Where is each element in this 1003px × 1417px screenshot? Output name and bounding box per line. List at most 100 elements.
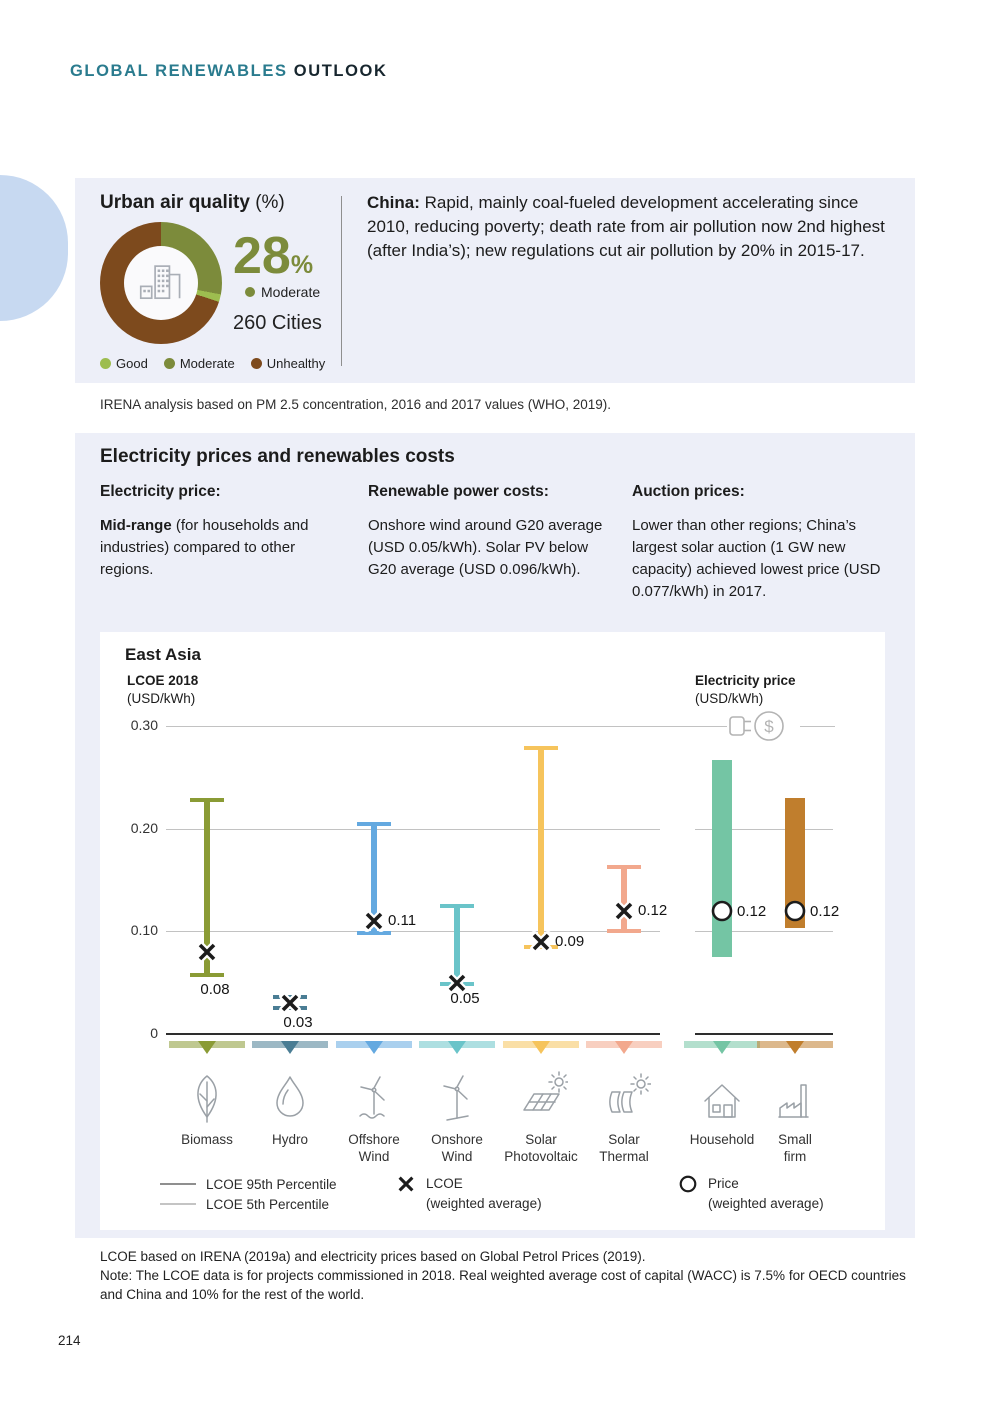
gridline-0.10 — [695, 931, 833, 932]
cities-count: 260 Cities — [233, 312, 322, 334]
price-circle-marker-icon — [678, 1174, 698, 1215]
gridline-0.20 — [695, 829, 833, 830]
small-firm-axis-pointer — [786, 1041, 804, 1054]
left-axis-label: LCOE 2018 (USD/kWh) — [127, 673, 199, 707]
solar-thermal-icon — [597, 1070, 652, 1124]
lcoe-95th-line-swatch — [160, 1183, 196, 1185]
small-firm-price-value: 0.12 — [810, 902, 840, 920]
factory-icon — [768, 1070, 822, 1124]
house-icon — [695, 1070, 749, 1124]
offshore-wind-lcoe-value: 0.11 — [388, 912, 417, 930]
east-asia-lcoe-chart: East Asia LCOE 2018 (USD/kWh) Electricit… — [100, 632, 885, 1230]
offshore-wind-95th-percentile-cap — [357, 821, 391, 826]
air-quality-source-note: IRENA analysis based on PM 2.5 concentra… — [100, 397, 612, 412]
onshore-wind-lcoe-marker — [446, 971, 468, 999]
biomass-lcoe-value: 0.08 — [200, 981, 230, 999]
electricity-prices-panel: Electricity prices and renewables costs … — [75, 433, 915, 1238]
hydro-95th-percentile-cap — [273, 995, 307, 1000]
urban-air-quality-panel: Urban air quality (%) — [75, 178, 915, 383]
city-buildings-icon — [139, 265, 181, 300]
air-quality-donut-chart — [100, 222, 222, 344]
dollar-coin-icon — [754, 711, 784, 741]
solar-panel-icon — [514, 1070, 570, 1124]
chart-footnotes: LCOE based on IRENA (2019a) and electric… — [100, 1249, 906, 1303]
onshore-wind-range-bar — [454, 905, 460, 984]
hydro-lcoe-value: 0.03 — [283, 1014, 313, 1032]
household-price-value: 0.12 — [737, 902, 767, 920]
leaf-icon — [180, 1070, 234, 1124]
offshore-wind-5th-percentile-cap — [357, 931, 391, 936]
solar-thermal-lcoe-marker — [613, 899, 635, 927]
solar-photovoltaic-label: Solar Photovoltaic — [504, 1132, 578, 1164]
prices-panel-title: Electricity prices and renewables costs — [100, 446, 455, 467]
solar-photovoltaic-axis-pointer — [532, 1041, 550, 1054]
solar-thermal-axis-pointer — [615, 1041, 633, 1054]
air-quality-title: Urban air quality (%) — [100, 192, 285, 213]
biomass-95th-percentile-cap — [190, 797, 224, 802]
household-price-marker — [710, 899, 734, 928]
solar-photovoltaic-95th-percentile-cap — [524, 745, 558, 750]
legend-lcoe-average: LCOE (weighted average) — [396, 1174, 542, 1215]
moderate-dot-icon — [245, 287, 255, 297]
offshore-wind-range-bar — [371, 823, 377, 934]
offshore-wind-axis-pointer — [365, 1041, 383, 1054]
air-quality-stats: 28% Moderate 260 Cities — [233, 230, 403, 335]
air-quality-legend: Good Moderate Unhealthy — [100, 356, 325, 371]
page-number: 214 — [58, 1333, 81, 1348]
hydro-axis-pointer — [281, 1041, 299, 1054]
solar-thermal-range-bar — [621, 866, 627, 932]
decorative-semicircle — [0, 175, 68, 321]
legend-price-average: Price (weighted average) — [678, 1174, 824, 1215]
svg-text:$: $ — [764, 717, 774, 736]
electricity-price-column: Electricity price: Mid-range (for househ… — [100, 483, 309, 578]
legend-item-unhealthy: Unhealthy — [250, 356, 325, 371]
onshore-wind-label: Onshore Wind — [431, 1132, 483, 1164]
moderate-percentage: 28% — [233, 227, 314, 285]
gridline-0.30 — [166, 726, 727, 727]
solar-photovoltaic-lcoe-value: 0.09 — [555, 932, 585, 950]
good-dot-icon — [100, 358, 111, 369]
biomass-axis-pointer — [198, 1041, 216, 1054]
right-axis-label: Electricity price (USD/kWh) — [695, 673, 796, 707]
electricity-price-icons: $ — [722, 708, 800, 749]
y-axis-tick-0: 0 — [150, 1025, 158, 1041]
china-summary: China: Rapid, mainly coal-fueled develop… — [367, 193, 885, 261]
offshore-wind-label: Offshore Wind — [348, 1132, 400, 1164]
power-plug-icon — [729, 716, 745, 736]
biomass-label: Biomass — [181, 1132, 233, 1147]
report-title-secondary: OUTLOOK — [293, 62, 388, 80]
y-axis-tick-0.10: 0.10 — [130, 922, 158, 938]
household-axis-pointer — [713, 1041, 731, 1054]
report-header: GLOBAL RENEWABLES OUTLOOK — [70, 62, 387, 81]
legend-item-good: Good — [100, 356, 148, 371]
report-title-primary: GLOBAL RENEWABLES — [70, 62, 288, 80]
y-axis-tick-0.20: 0.20 — [130, 820, 158, 836]
solar-thermal-95th-percentile-cap — [607, 864, 641, 869]
y-axis-tick-0.30: 0.30 — [130, 717, 158, 733]
gridline-0.30 — [800, 726, 835, 727]
chart-title: East Asia — [125, 645, 201, 664]
onshore-wind-lcoe-value: 0.05 — [450, 989, 480, 1007]
gridline-0.20 — [166, 829, 660, 830]
biomass-5th-percentile-cap — [190, 973, 224, 978]
solar-photovoltaic-lcoe-marker — [530, 930, 552, 958]
wind-turbine-icon — [430, 1070, 484, 1124]
donut-center — [124, 246, 198, 320]
small-firm-price-marker — [783, 899, 807, 928]
lcoe-x-marker-icon — [396, 1174, 416, 1215]
moderate-dot-icon — [163, 358, 175, 369]
water-drop-icon — [263, 1070, 317, 1124]
unhealthy-dot-icon — [250, 358, 262, 369]
auction-prices-column: Auction prices: Lower than other regions… — [632, 483, 881, 600]
offshore-wind-lcoe-marker — [363, 910, 385, 937]
small-firm-label: Small firm — [778, 1132, 812, 1164]
onshore-wind-axis-pointer — [448, 1041, 466, 1054]
solar-thermal-5th-percentile-cap — [607, 929, 641, 934]
lcoe-5th-line-swatch — [160, 1203, 196, 1205]
gridline-0 — [695, 1033, 833, 1035]
small-firm-price-range-bar — [785, 797, 805, 929]
gridline-0 — [166, 1033, 660, 1035]
chart-legend: LCOE 95th Percentile LCOE 5th Percentile… — [100, 1172, 885, 1222]
legend-item-moderate: Moderate — [163, 356, 235, 371]
